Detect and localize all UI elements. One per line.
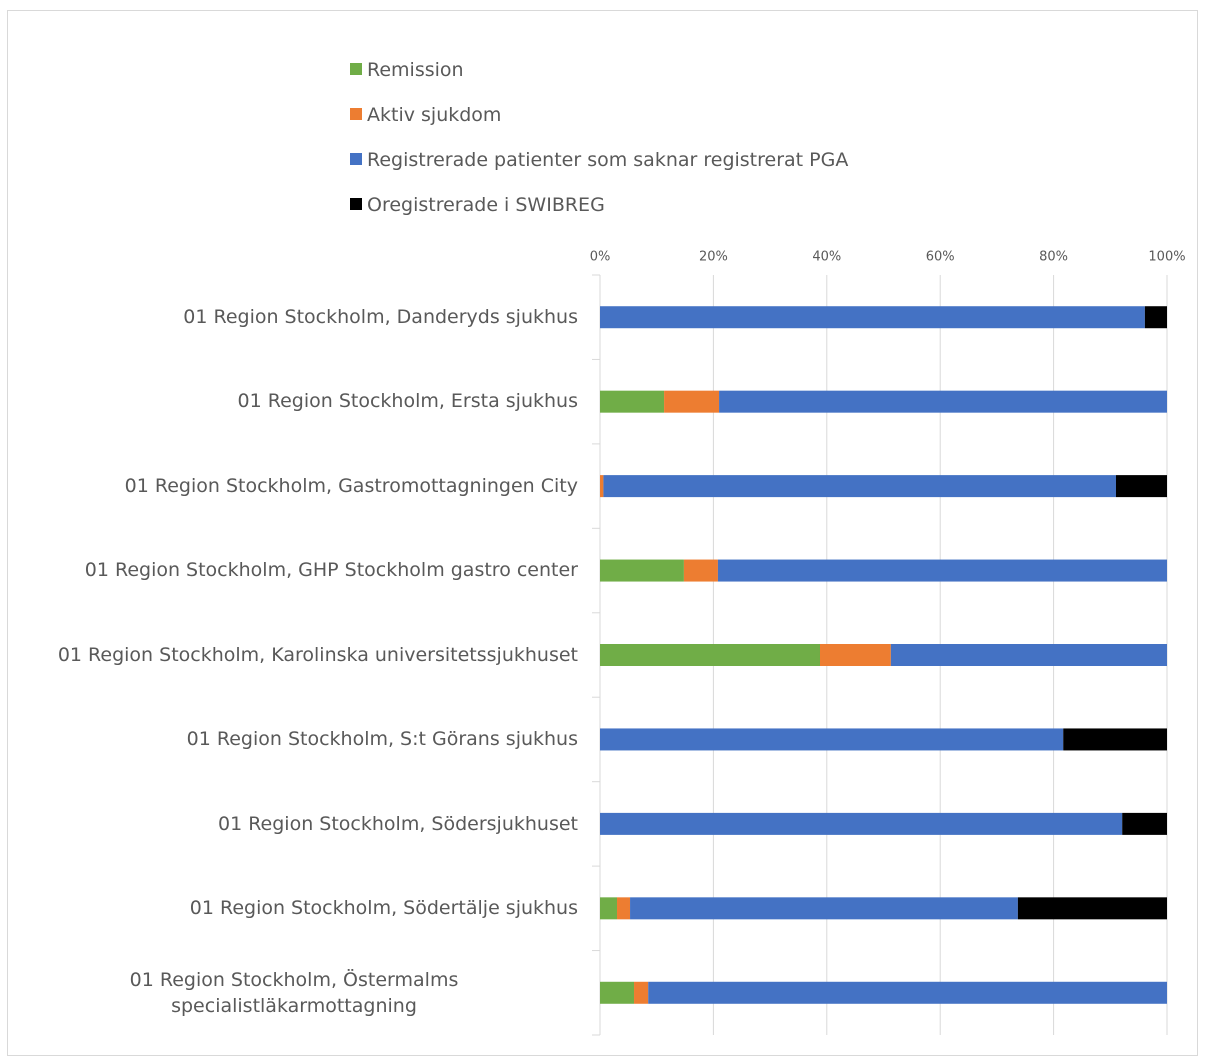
bar-segment [890,644,1167,666]
bar-segment [664,390,720,413]
bar-segment [600,475,604,498]
bar-segment [603,475,1116,498]
y-tick-text: 01 Region Stockholm, S:t Görans sjukhus [186,728,578,751]
y-tick-label: 01 Region Stockholm, Danderyds sjukhus [10,275,578,359]
y-tick-label: 01 Region Stockholm, GHP Stockholm gastr… [10,528,578,612]
legend-swatch [350,62,362,75]
bar-segment [1122,812,1167,835]
bar-segment [630,897,1018,920]
y-tick-label: 01 Region Stockholm, S:t Görans sjukhus [10,697,578,781]
x-tick-label: 40% [812,250,841,265]
y-tick-text: 01 Region Stockholm, Karolinska universi… [57,643,578,666]
bar-segment [1063,728,1167,751]
y-tick-text: 01 Region Stockholm, Gastromottagningen … [124,474,578,497]
legend-entry: Remission [350,58,464,82]
bar-segment [1115,475,1167,498]
bar-segment [719,390,1167,413]
y-tick-text: 01 Region Stockholm, Danderyds sjukhus [183,306,578,328]
legend-swatch [350,197,362,210]
legend-swatch [350,152,362,165]
x-tick-label: 0% [590,250,611,265]
y-tick-text: 01 Region Stockholm, GHP Stockholm gastr… [84,559,578,582]
bar-segment [600,306,1145,329]
y-tick-text: 01 Region Stockholm, Södersjukhuset [217,812,578,835]
legend-entry: Registrerade patienter som saknar regist… [350,148,848,172]
y-tick-text: 01 Region Stockholm, Ersta sjukhus [237,390,578,413]
y-tick-label: 01 Region Stockholm, Karolinska universi… [10,613,578,697]
y-tick-label: 01 Region Stockholm, Östermalms speciali… [10,951,578,1035]
chart-border [7,10,1198,1056]
bar-segment [683,559,718,582]
x-tick-label: 100% [1148,250,1185,265]
bar-segment [717,559,1167,582]
bar-segment [600,728,1064,751]
legend-entry: Aktiv sjukdom [350,103,501,127]
bar-segment [600,559,684,582]
y-tick-label: 01 Region Stockholm, Gastromottagningen … [10,444,578,528]
y-tick-label: 01 Region Stockholm, Södertälje sjukhus [10,866,578,950]
y-tick-text: 01 Region Stockholm, Södertälje sjukhus [189,897,578,920]
x-tick-label: 80% [1039,250,1068,265]
x-tick-label: 60% [926,250,955,265]
bar-segment [600,644,820,666]
legend-swatch [350,107,362,120]
bar-segment [617,897,631,920]
bar-segment [819,644,891,666]
legend-entry: Oregistrerade i SWIBREG [350,193,605,217]
x-tick-label: 20% [699,250,728,265]
bar-segment [634,981,649,1004]
y-tick-label: 01 Region Stockholm, Södersjukhuset [10,782,578,866]
y-tick-text: 01 Region Stockholm, Östermalms speciali… [129,968,459,1017]
bar-segment [648,981,1167,1004]
bar-segment [600,981,635,1004]
bar-segment [600,897,618,920]
bar-segment [1144,306,1167,329]
bar-segment [600,812,1123,835]
legend-label: Oregistrerade i SWIBREG [367,194,605,216]
bar-segment [1017,897,1167,920]
legend-label: Aktiv sjukdom [367,104,502,126]
legend-label: Registrerade patienter som saknar regist… [367,149,849,171]
legend-label: Remission [367,59,464,81]
y-tick-label: 01 Region Stockholm, Ersta sjukhus [10,359,578,443]
bar-segment [600,390,665,413]
